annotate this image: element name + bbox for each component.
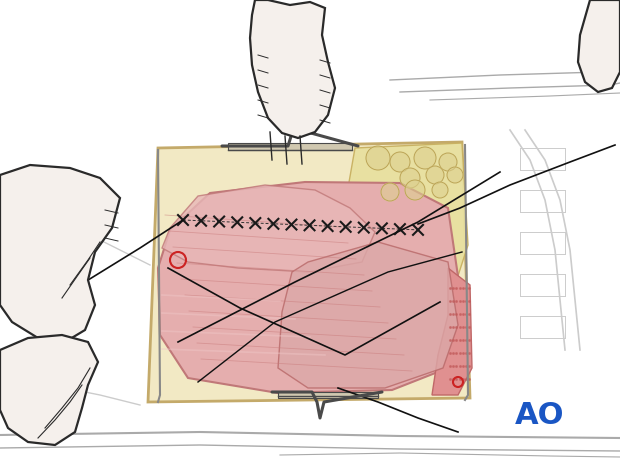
Polygon shape — [228, 143, 352, 150]
Polygon shape — [278, 392, 378, 398]
Circle shape — [414, 147, 436, 169]
Text: AO: AO — [515, 401, 564, 430]
Circle shape — [426, 166, 444, 184]
Polygon shape — [578, 0, 620, 92]
Polygon shape — [0, 335, 98, 445]
Polygon shape — [162, 185, 375, 272]
Circle shape — [366, 146, 390, 170]
Circle shape — [432, 182, 448, 198]
Polygon shape — [348, 143, 468, 285]
Polygon shape — [432, 268, 472, 395]
Polygon shape — [278, 242, 458, 388]
Polygon shape — [0, 165, 120, 342]
Circle shape — [390, 152, 410, 172]
Circle shape — [405, 180, 425, 200]
Polygon shape — [250, 0, 335, 138]
Circle shape — [381, 183, 399, 201]
Circle shape — [400, 168, 420, 188]
Polygon shape — [158, 182, 460, 393]
Circle shape — [439, 153, 457, 171]
Circle shape — [447, 167, 463, 183]
Polygon shape — [148, 142, 470, 402]
